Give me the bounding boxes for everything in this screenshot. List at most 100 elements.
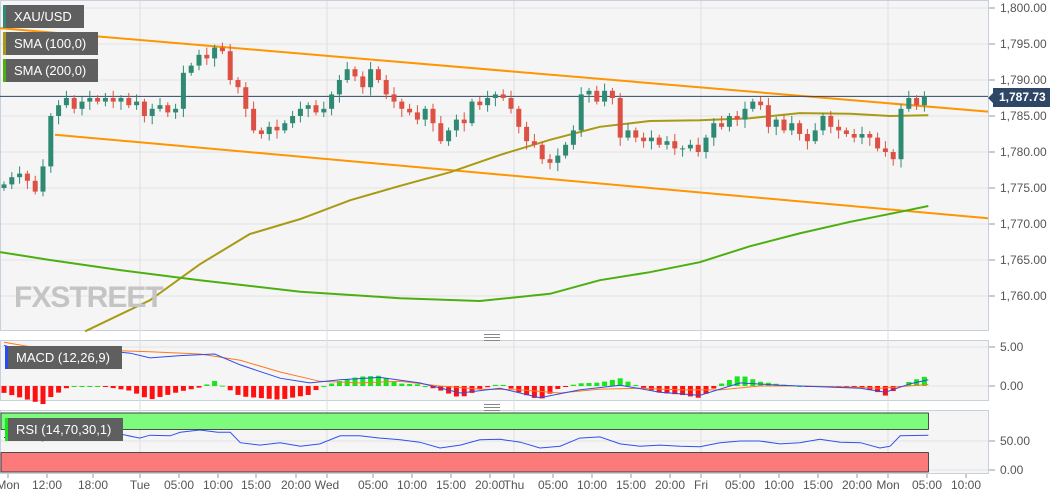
candle (882, 141, 888, 157)
macd-histogram-bar (212, 380, 218, 386)
legend-rsi[interactable]: RSI (14,70,30,1) (5, 418, 124, 441)
macd-histogram-bar (95, 386, 101, 387)
legend-sma100[interactable]: SMA (100,0) (3, 32, 99, 55)
candle-body (602, 90, 608, 102)
candle-body (9, 177, 15, 185)
candle-body (836, 126, 842, 131)
panel-resize-handle[interactable] (484, 334, 500, 341)
candle (375, 66, 381, 83)
macd-histogram-bar (227, 386, 233, 391)
candle-body (383, 80, 389, 95)
candle (531, 134, 537, 148)
candle-body (516, 108, 522, 127)
candle-body (492, 94, 498, 98)
candle-body (188, 65, 194, 73)
candle (422, 105, 428, 127)
macd-histogram-bar (469, 386, 475, 393)
candle (282, 120, 288, 134)
macd-panel[interactable] (0, 340, 989, 401)
channel-upper-line (0, 27, 989, 113)
macd-histogram-bar (352, 377, 358, 386)
candle (438, 116, 444, 145)
macd-histogram-bar (711, 386, 717, 389)
candle-body (680, 148, 686, 150)
time-axis-label: Thu (504, 478, 525, 492)
candle-body (828, 116, 834, 127)
macd-axis-label: 0.00 (1000, 379, 1024, 393)
candle-body (243, 87, 249, 109)
channel-lower-line (54, 133, 989, 220)
candle (71, 95, 77, 114)
candle (336, 74, 342, 103)
macd-histogram-bar (360, 376, 366, 386)
time-axis-label: 10:00 (397, 478, 427, 492)
candle (204, 47, 210, 65)
macd-histogram-bar (290, 386, 296, 398)
macd-histogram-bar (1, 386, 7, 393)
candle (188, 62, 194, 76)
candle (469, 98, 475, 127)
macd-histogram-bar (180, 386, 186, 391)
legend-sma200[interactable]: SMA (200,0) (3, 59, 99, 82)
macd-histogram-bar (266, 386, 272, 399)
macd-histogram-bar (219, 385, 225, 387)
candle (212, 44, 218, 67)
macd-histogram-bar (430, 386, 436, 389)
candle-body (859, 134, 865, 138)
candle-body (555, 155, 561, 163)
candle (563, 141, 569, 159)
candle-body (305, 105, 311, 109)
macd-axis-label: 5.00 (1000, 340, 1024, 354)
legend-sma200-label: SMA (200,0) (14, 63, 87, 78)
price-axis-label: 1,795.00 (1000, 37, 1047, 51)
macd-histogram-bar (563, 386, 569, 387)
time-axis-label: 10:00 (951, 478, 981, 492)
candle (297, 101, 303, 123)
legend-symbol[interactable]: XAU/USD (3, 5, 84, 28)
candle-body (360, 76, 366, 88)
candle-body (40, 166, 46, 192)
panel-resize-handle[interactable] (484, 404, 500, 411)
candle-body (63, 98, 69, 106)
macd-histogram-bar (407, 383, 413, 386)
candle (165, 102, 171, 118)
candle (399, 98, 405, 118)
candle-body (547, 159, 553, 163)
time-axis-label: 12:00 (32, 478, 62, 492)
macd-histogram-bar (282, 386, 288, 399)
candle (290, 110, 296, 128)
price-axis-label: 1,785.00 (1000, 109, 1047, 123)
candle (742, 101, 748, 128)
candle-body (87, 98, 93, 102)
candle-body (438, 123, 444, 142)
candle (875, 132, 881, 152)
watermark-logo: FXSTREET (14, 281, 164, 314)
candle-body (212, 47, 218, 59)
candle (32, 175, 38, 195)
candle (586, 87, 592, 103)
candle-body (430, 108, 436, 124)
sma200-line (0, 205, 929, 303)
macd-histogram-bar (188, 386, 194, 390)
macd-histogram-bar (695, 386, 701, 398)
macd-histogram-bar (313, 386, 319, 391)
legend-macd[interactable]: MACD (12,26,9) (5, 346, 122, 369)
candle (758, 96, 764, 110)
macd-histogram-bar (500, 384, 506, 386)
candle (391, 87, 397, 109)
candle (102, 92, 108, 107)
candle-body (898, 108, 904, 160)
macd-histogram-bar (48, 386, 54, 398)
candle-body (765, 105, 771, 127)
candle-body (282, 123, 288, 131)
candle (266, 121, 272, 141)
candle (360, 71, 366, 94)
candle-body (1, 184, 7, 188)
candle (56, 100, 62, 125)
macd-line (3, 344, 929, 399)
candle-body (204, 54, 210, 59)
rsi-axis-label: 50.00 (1000, 434, 1030, 448)
overbought-zone (0, 412, 929, 430)
candle-body (32, 180, 38, 192)
